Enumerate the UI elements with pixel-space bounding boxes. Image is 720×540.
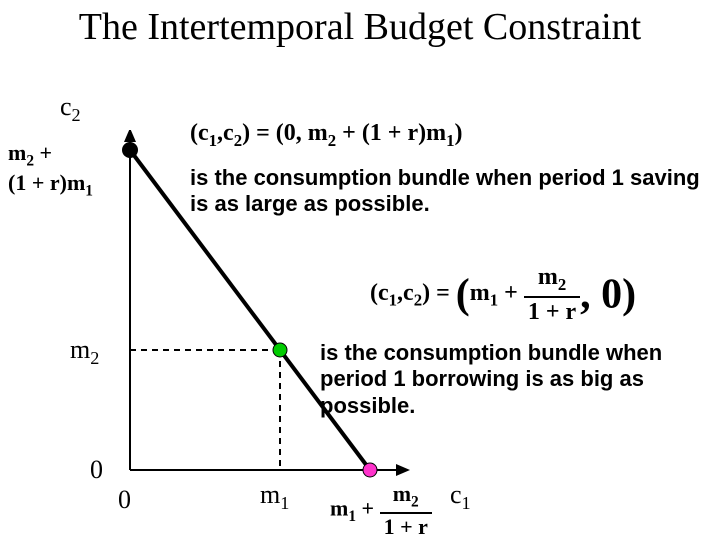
y-axis-label: c2: [60, 92, 81, 126]
m2-axis-label: m2: [70, 335, 99, 369]
y-arrow-icon: [124, 130, 136, 142]
origin-y-label: 0: [90, 455, 103, 485]
max-borrowing-point: [363, 463, 377, 477]
budget-constraint-plot: [110, 130, 410, 490]
x-intercept-label: m1 + m21 + r: [330, 483, 432, 538]
endowment-point: [273, 343, 287, 357]
budget-line: [130, 150, 370, 470]
page-title: The Intertemporal Budget Constraint: [0, 8, 720, 48]
x-arrow-icon: [396, 464, 410, 476]
max-saving-point: [122, 142, 138, 158]
x-axis-label: c1: [450, 480, 471, 514]
y-intercept-label: m2 + (1 + r)m1: [8, 140, 93, 201]
